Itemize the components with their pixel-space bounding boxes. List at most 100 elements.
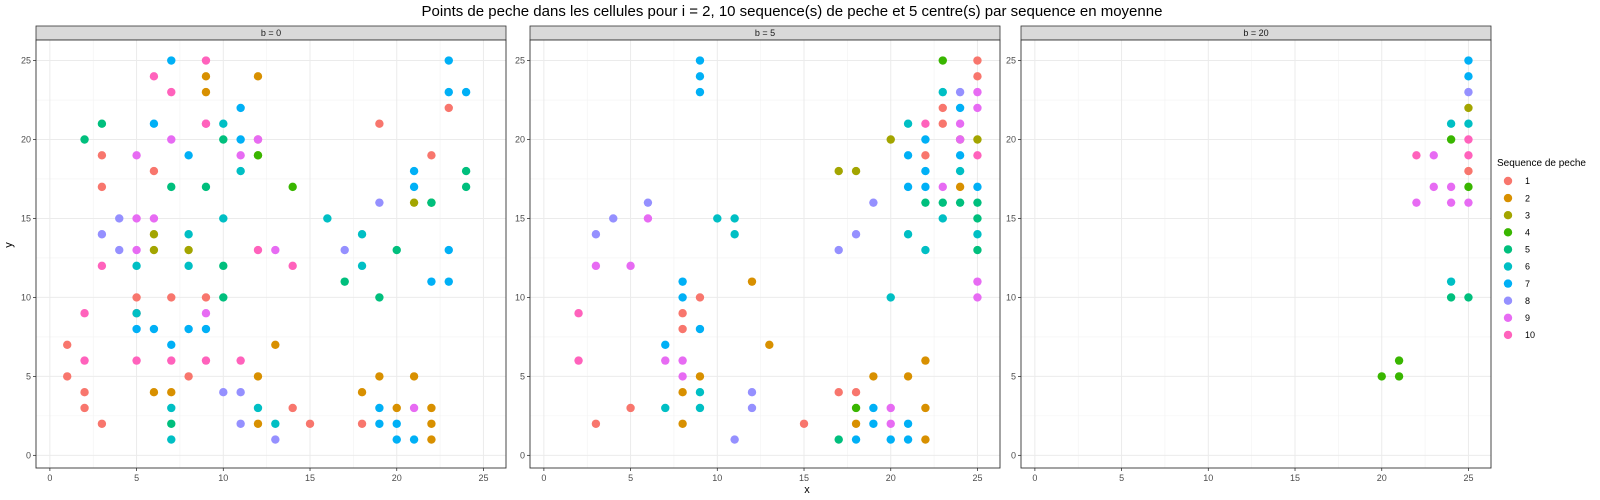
data-point (392, 403, 401, 413)
data-point (1464, 87, 1473, 97)
data-point (132, 151, 141, 160)
panel-background (1021, 40, 1491, 468)
data-point (375, 293, 384, 302)
data-point (323, 214, 332, 223)
data-point (149, 166, 159, 176)
panel-border (1020, 39, 1492, 469)
facet-panel: b = 0 0 5 10 15 20 25 0 5 10 15 20 25 (21, 25, 507, 483)
x-tick-label: 25 (972, 473, 982, 483)
x-tick-label: 5 (134, 473, 139, 483)
data-point (375, 198, 384, 207)
data-point (695, 403, 705, 413)
y-tick-label: 10 (515, 292, 525, 302)
data-point (132, 356, 141, 365)
data-point (851, 166, 861, 176)
y-tick-label: 0 (26, 450, 31, 460)
x-tick-label: 10 (218, 473, 228, 483)
legend-key (1503, 176, 1513, 186)
data-point (1446, 135, 1456, 144)
data-point (427, 419, 436, 428)
legend-key (1503, 262, 1513, 271)
data-point (678, 293, 687, 302)
x-axis-label: x (804, 484, 810, 496)
x-tick-label: 15 (305, 473, 315, 483)
data-point (288, 261, 297, 271)
data-point (132, 293, 141, 302)
data-point (132, 245, 141, 255)
data-point (167, 87, 176, 97)
data-point (461, 87, 471, 97)
data-point (955, 87, 965, 97)
data-point (305, 419, 315, 428)
data-point (834, 435, 843, 444)
legend-label: 6 (1525, 262, 1530, 272)
data-point (236, 151, 245, 160)
data-point (271, 435, 280, 444)
x-tick-label: 0 (541, 473, 546, 483)
data-point (730, 435, 739, 444)
data-point (427, 403, 436, 413)
data-point (167, 182, 176, 192)
panel-background (36, 40, 506, 468)
panel-border (529, 39, 1001, 469)
data-point (444, 277, 453, 286)
data-point (678, 309, 687, 318)
data-point (167, 387, 176, 397)
data-point (1377, 372, 1386, 381)
data-point (80, 403, 89, 413)
data-point (409, 372, 419, 381)
data-point (678, 387, 687, 397)
data-point (973, 198, 982, 207)
panel-border (35, 39, 507, 469)
data-point (80, 356, 89, 365)
data-point (661, 356, 670, 365)
data-point (1464, 103, 1473, 113)
data-point (921, 119, 930, 128)
data-point (115, 245, 124, 255)
data-point (834, 245, 843, 255)
data-point (1446, 293, 1456, 302)
panel-background (530, 40, 1000, 468)
data-point (1446, 119, 1456, 128)
data-point (375, 372, 384, 381)
data-point (253, 135, 263, 144)
data-point (695, 293, 705, 302)
y-tick-label: 10 (1006, 292, 1016, 302)
data-point (1446, 198, 1456, 207)
data-point (184, 261, 193, 271)
data-point (167, 135, 176, 144)
data-point (357, 419, 367, 428)
data-point (236, 103, 245, 113)
data-point (973, 151, 982, 160)
data-point (253, 372, 263, 381)
data-point (765, 340, 774, 350)
data-point (921, 403, 930, 413)
data-point (609, 214, 618, 223)
data-point (903, 419, 913, 428)
facet-panel: b = 20 0 5 10 15 20 25 0 5 10 15 20 25 (1006, 25, 1492, 483)
data-point (834, 387, 843, 397)
data-point (1394, 372, 1404, 381)
data-point (409, 198, 419, 207)
data-point (834, 166, 843, 176)
data-point (392, 419, 401, 428)
y-tick-label: 20 (515, 134, 525, 144)
data-point (661, 340, 670, 350)
data-point (973, 72, 982, 81)
data-point (444, 87, 453, 97)
data-point (375, 419, 384, 428)
y-tick-label: 25 (1006, 56, 1016, 66)
data-point (1464, 151, 1473, 160)
data-point (938, 182, 947, 192)
data-point (921, 151, 930, 160)
data-point (444, 103, 453, 113)
data-point (149, 119, 159, 128)
data-point (271, 340, 280, 350)
legend: Sequence de peche 1 2 3 4 5 6 7 8 9 10 (1497, 158, 1586, 340)
data-point (409, 435, 419, 444)
data-point (1464, 166, 1473, 176)
data-point (167, 293, 176, 302)
data-point (678, 324, 687, 334)
data-point (973, 293, 982, 302)
